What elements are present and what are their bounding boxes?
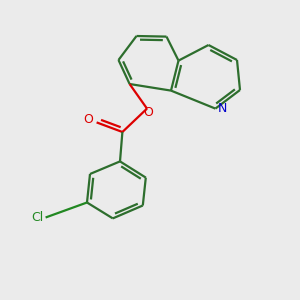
Text: N: N — [218, 102, 228, 115]
Text: O: O — [83, 113, 93, 126]
Text: O: O — [144, 106, 153, 119]
Text: Cl: Cl — [31, 211, 43, 224]
